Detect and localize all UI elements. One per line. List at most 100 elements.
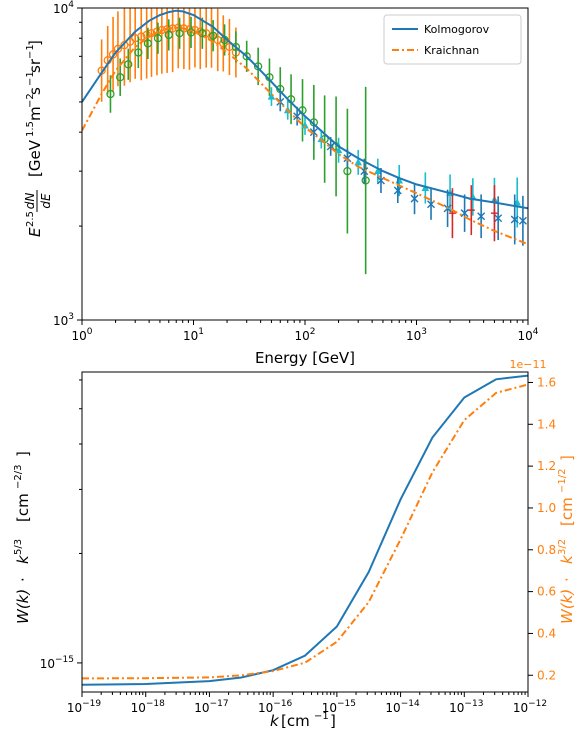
data-point (208, 31, 218, 40)
bottom-rylabel-units: [cm (558, 497, 576, 526)
bottom-lylabel-dot: · (14, 577, 32, 582)
bottom-rylabel-w: W(k) (558, 589, 576, 624)
data-point (477, 212, 486, 221)
top-ylabel-close: ] (26, 40, 44, 46)
y-tick-label: 104 (53, 0, 74, 16)
top-ylabel-m: m (26, 106, 44, 121)
bottom-left-y-tick-label: 10−15 (40, 655, 74, 671)
top-ylabel-u2: −2 (25, 93, 36, 108)
x-tick-label: 101 (183, 327, 204, 343)
bottom-right-y-tick-label: 1.2 (537, 459, 556, 473)
bottom-rylabel-k: k (558, 554, 576, 564)
bottom-right-y-tick-label: 1.4 (537, 417, 556, 431)
data-point (343, 154, 352, 163)
top-ylabel-sr: sr (26, 58, 44, 73)
bottom-lylabel-k: k (14, 554, 32, 564)
data-point (309, 128, 318, 137)
bottom-chart: 10−19 10−18 10−17 10−16 10−15 10−14 10−13 10−12… (13, 358, 576, 730)
data-point (143, 39, 153, 48)
bottom-axes-frame (81, 371, 529, 693)
bottom-rylabel-close: ] (558, 455, 576, 461)
top-ylabel-u1: 1.5 (25, 121, 36, 137)
bottom-right-y-tick-label: 0.2 (537, 668, 556, 682)
data-point (374, 167, 382, 175)
data-point (113, 44, 123, 53)
bottom-series-line-kraichnan (82, 383, 528, 680)
data-point (518, 216, 527, 225)
data-point (124, 60, 133, 69)
x-tick-label: 103 (406, 327, 427, 343)
bottom-right-y-ticks: 0.2 0.4 0.6 0.8 1.0 1.2 1.4 1.6 (528, 375, 556, 682)
bottom-right-y-axis-label: W(k) · k 3/2 [cm −1/2 ] (557, 455, 576, 624)
bottom-xlabel-exp: −1 (314, 711, 329, 722)
bottom-rylabel-exp: 3/2 (557, 539, 568, 555)
y-tick-label: 103 (53, 312, 74, 328)
bottom-x-tick-label: 10−16 (258, 699, 293, 715)
top-ylabel-u4: −1 (25, 44, 36, 59)
bottom-rylabel-uexp: −1/2 (557, 469, 568, 493)
data-point (301, 121, 309, 129)
top-x-axis-label: Energy [GeV] (255, 349, 355, 367)
data-point (106, 89, 115, 99)
bottom-x-tick-label: 10−18 (131, 699, 166, 715)
top-y-axis-label: E 2.5 dN dE [GeV 1.5 m −2 s −1 sr −1 ] (23, 40, 53, 237)
bottom-right-y-tick-label: 0.8 (537, 543, 556, 557)
data-point (343, 166, 352, 176)
data-point (490, 209, 498, 217)
data-point (354, 158, 362, 166)
top-plot-area (82, 8, 528, 275)
bottom-x-tick-label: 10−19 (67, 699, 102, 715)
top-ylabel-exp: 2.5 (25, 211, 36, 227)
bottom-lylabel-w: W(k) (14, 589, 32, 624)
x-tick-label: 100 (71, 327, 92, 343)
series-line-kolmogorov (82, 9, 528, 210)
bottom-xlabel-units: [cm (281, 712, 310, 730)
bottom-xlabel-k: k (270, 712, 280, 730)
data-point (267, 92, 276, 100)
data-point (360, 167, 369, 176)
top-x-ticks: 100 101 102 103 104 (71, 320, 539, 343)
data-point (137, 32, 146, 41)
bottom-x-tick-label: 10−17 (194, 699, 228, 715)
data-point (253, 62, 263, 71)
bottom-x-tick-label: 10−13 (449, 699, 483, 715)
bottom-x-ticks: 10−19 10−18 10−17 10−16 10−15 10−14 10−13 10−12 (67, 692, 547, 715)
bottom-right-y-tick-label: 0.4 (537, 626, 556, 640)
data-point (393, 186, 402, 195)
data-point (186, 28, 196, 37)
bottom-lylabel-exp: 5/3 (13, 539, 24, 555)
bottom-right-y-tick-label: 1.0 (537, 501, 556, 515)
bottom-x-axis-label: k [cm −1 ] (270, 711, 336, 730)
top-chart: 100 101 102 103 104 103 104 Kolmogorov Kraich… (23, 0, 539, 367)
data-point (175, 29, 184, 38)
bottom-left-y-ticks: 10−15 (40, 379, 82, 671)
legend-box (383, 14, 522, 65)
bottom-series-line-kolmogorov (82, 374, 528, 686)
top-ylabel-s: s (26, 87, 44, 95)
top-clipped-data (82, 8, 528, 275)
legend-label-kraichnan: Kraichnan (424, 44, 479, 57)
data-point (142, 30, 151, 40)
data-point (116, 73, 125, 82)
bottom-x-tick-label: 10−12 (513, 699, 547, 715)
legend-label-kolmogorov: Kolmogorov (424, 23, 490, 36)
top-ylabel-den: dE (39, 193, 53, 209)
bottom-right-y-tick-label: 1.6 (537, 375, 556, 389)
data-point (242, 52, 251, 61)
bottom-xlabel-close: ] (330, 712, 336, 730)
data-point (134, 48, 143, 57)
bottom-rylabel-dot: · (558, 577, 576, 582)
data-point (410, 194, 419, 203)
bottom-lylabel-units: [cm (14, 493, 32, 522)
right-axis-offset: 1e−11 (510, 358, 547, 371)
data-point (494, 214, 503, 223)
x-tick-label: 104 (517, 327, 538, 343)
bottom-x-tick-label: 10−15 (322, 699, 356, 715)
data-point (231, 42, 241, 52)
top-ylabel-units: [GeV (26, 139, 44, 177)
top-ylabel-u3: −1 (25, 71, 36, 86)
bottom-right-y-tick-label: 0.6 (537, 585, 556, 599)
bottom-clipped-data (82, 374, 528, 686)
bottom-plot-area (82, 374, 528, 686)
